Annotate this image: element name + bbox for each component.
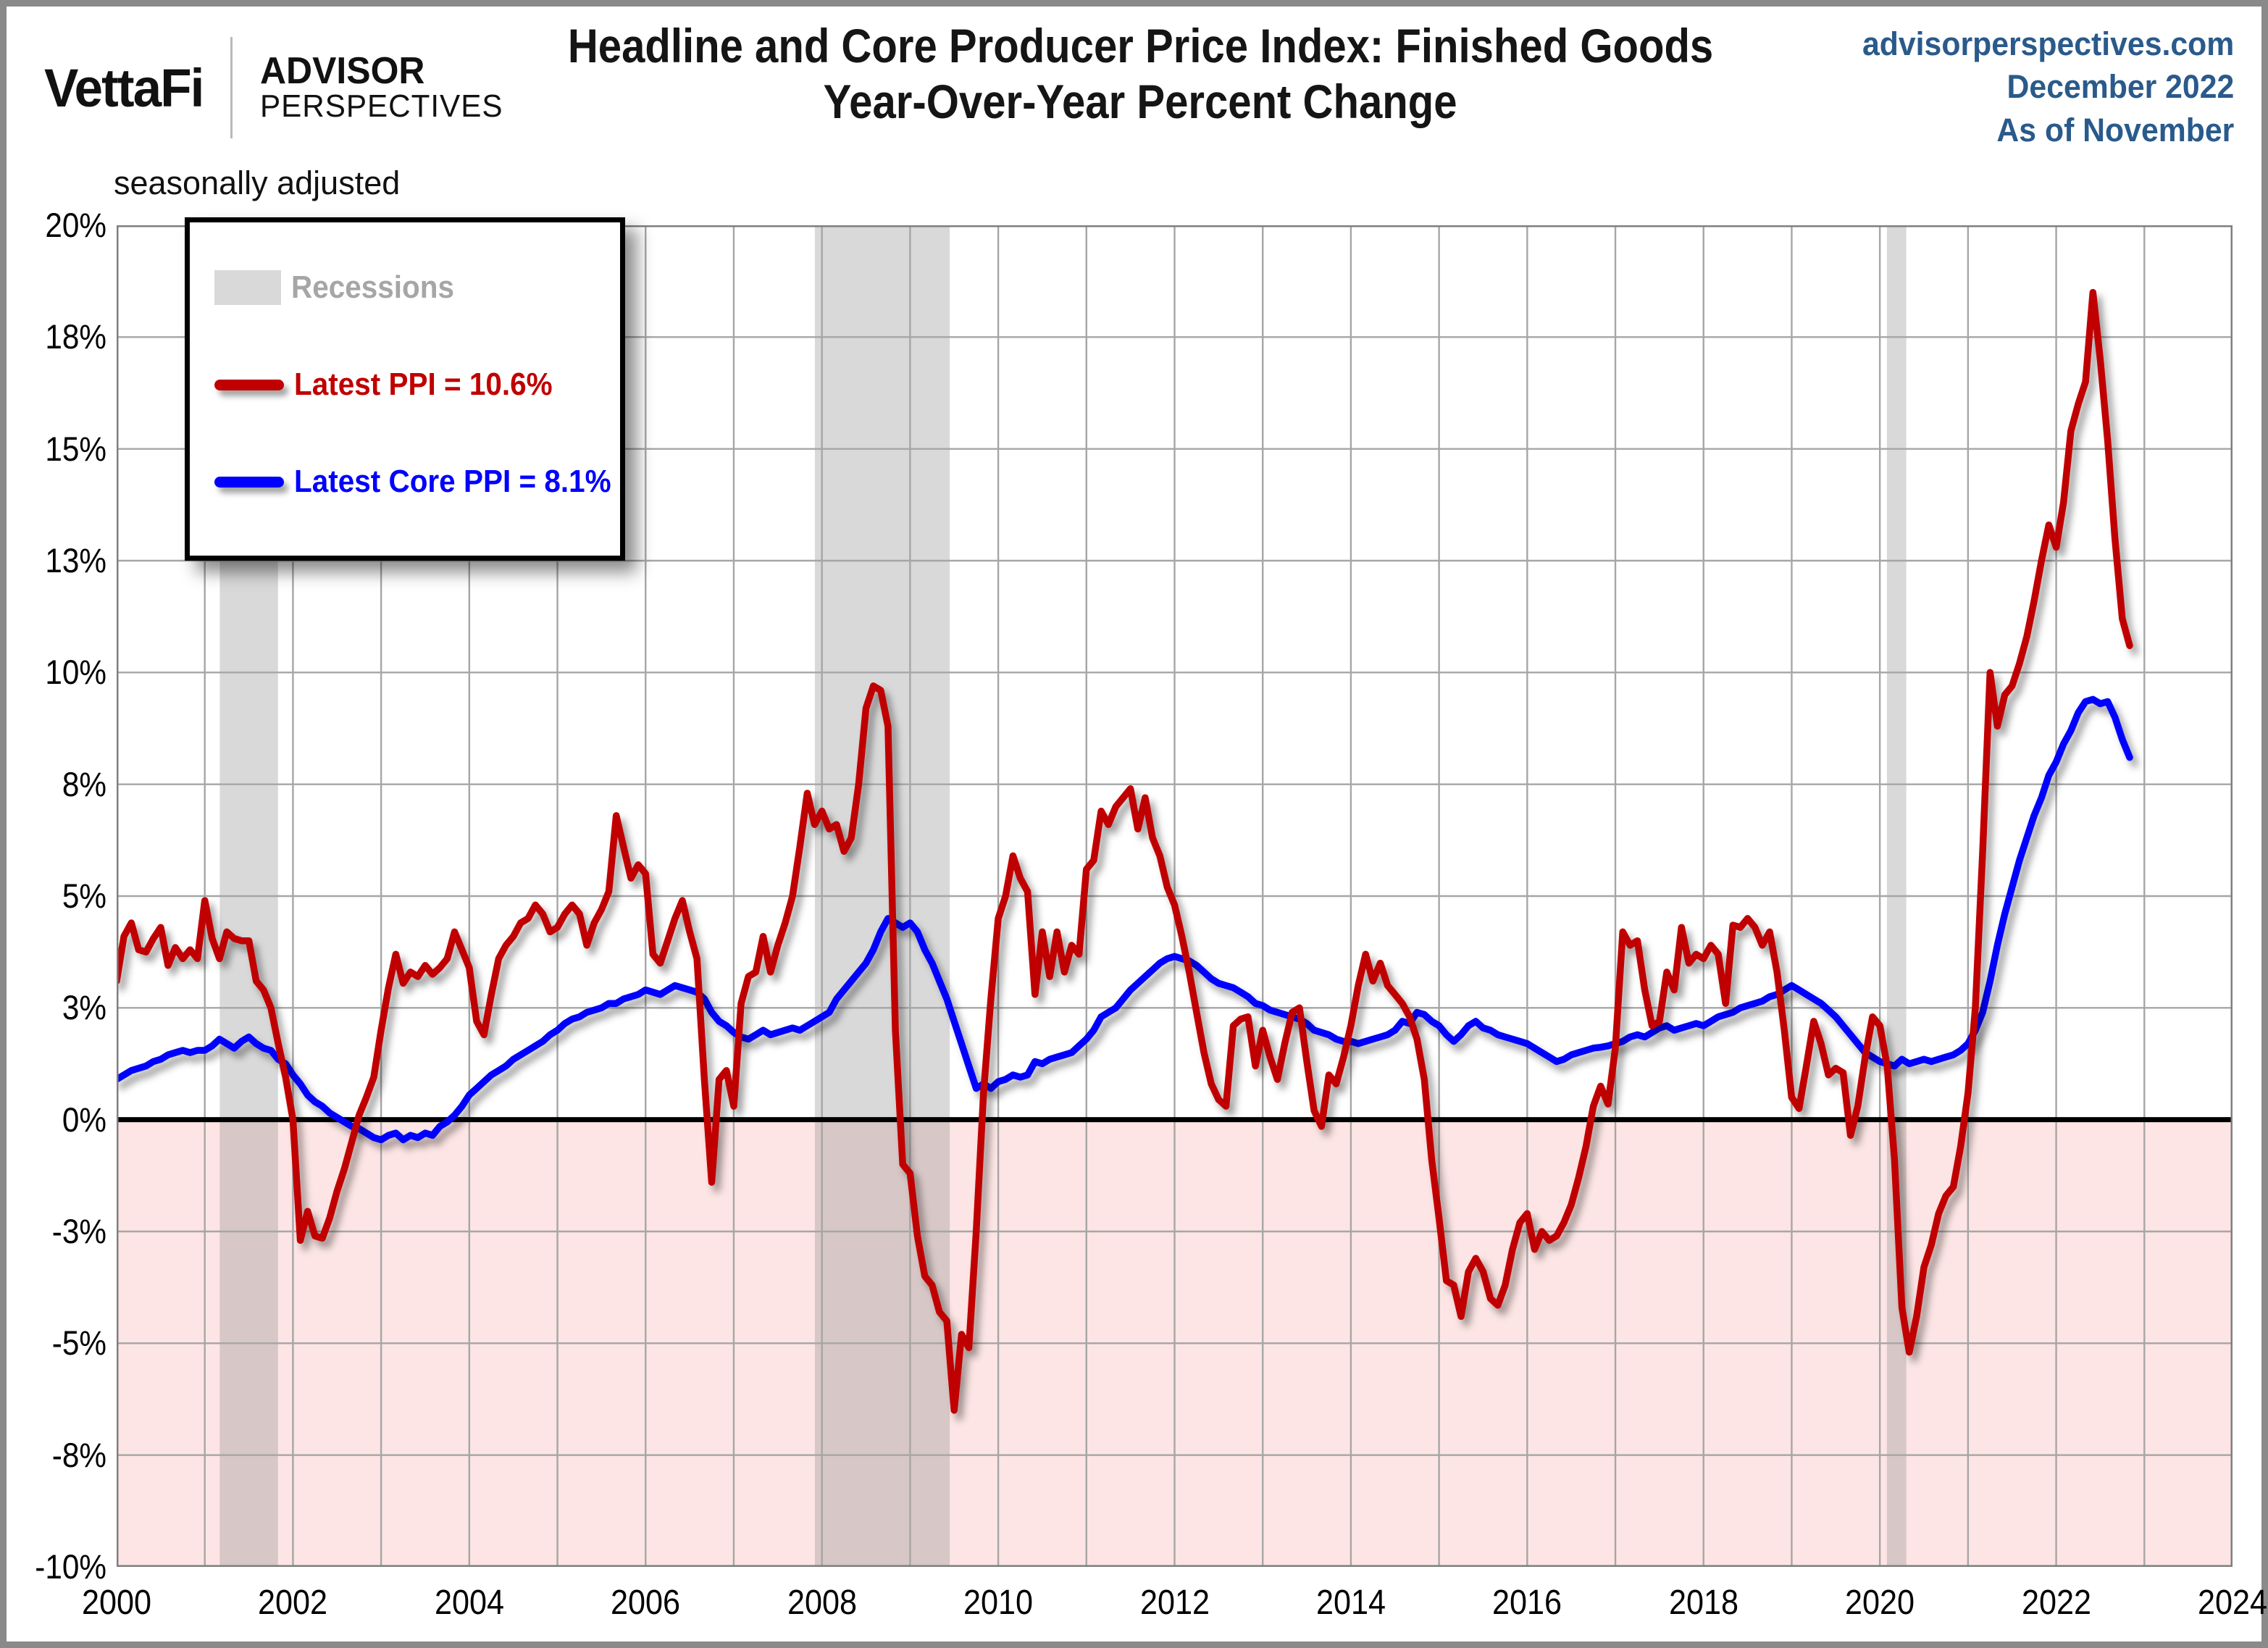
x-axis-label: 2008 [787, 1584, 857, 1622]
y-axis-label: 3% [62, 988, 106, 1027]
ppi-chart-plot-area [116, 225, 2233, 1568]
x-axis-label: 2012 [1139, 1584, 1210, 1622]
ppi-label: Latest PPI = 10.6% [294, 367, 553, 402]
title-line-2: Year-Over-Year Percent Change [824, 74, 1457, 128]
source-asof: As of November [1996, 111, 2234, 149]
y-axis-label: -10% [35, 1547, 106, 1586]
x-axis-label: 2020 [1845, 1584, 1915, 1622]
title-line-1: Headline and Core Producer Price Index: … [567, 19, 1714, 72]
y-axis-label: 5% [62, 877, 106, 915]
y-axis-label: 13% [45, 541, 106, 580]
core-ppi-line-swatch [214, 476, 284, 488]
legend-row-recessions: Recessions [214, 256, 620, 319]
y-axis-label: 10% [45, 653, 106, 692]
core-ppi-label: Latest Core PPI = 8.1% [294, 464, 611, 499]
core-ppi-line [117, 695, 2133, 1144]
logo-divider [230, 37, 233, 138]
y-axis-label: -8% [51, 1435, 106, 1474]
perspectives-text: PERSPECTIVES [259, 88, 503, 125]
recessions-label: Recessions [291, 269, 455, 305]
y-axis-label: -3% [51, 1212, 106, 1250]
x-axis-label: 2014 [1315, 1584, 1386, 1622]
x-axis-label: 2022 [2021, 1584, 2091, 1622]
x-axis-label: 2010 [963, 1584, 1034, 1622]
x-axis-label: 2004 [434, 1584, 504, 1622]
ppi-line-swatch [214, 379, 284, 390]
x-axis-label: 2000 [81, 1584, 152, 1622]
seasonally-adjusted-note: seasonally adjusted [114, 164, 401, 201]
vettafi-advisor-logo: VettaFi ADVISOR PERSPECTIVES [44, 37, 513, 138]
y-axis-label: 0% [62, 1100, 106, 1139]
vettafi-wordmark: VettaFi [44, 57, 204, 118]
y-axis-label: 8% [62, 764, 106, 803]
source-date: December 2022 [2007, 68, 2234, 106]
x-axis-label: 2016 [1492, 1584, 1562, 1622]
y-axis-label: 18% [45, 317, 106, 356]
recession-swatch [214, 270, 281, 305]
y-axis-label: 15% [45, 429, 106, 468]
x-axis-label: 2024 [2197, 1584, 2268, 1622]
plot-border [116, 225, 2233, 1568]
chart-title: Headline and Core Producer Price Index: … [7, 18, 2268, 129]
y-axis-label: -5% [51, 1323, 106, 1363]
legend: Recessions Latest PPI = 10.6% Latest Cor… [185, 217, 625, 561]
x-axis-label: 2002 [258, 1584, 328, 1622]
legend-row-ppi: Latest PPI = 10.6% [214, 353, 620, 417]
advisor-perspectives-wordmark: ADVISOR PERSPECTIVES [260, 52, 503, 123]
x-axis-label: 2006 [611, 1584, 681, 1622]
ppi-chart-svg [116, 225, 2233, 1568]
x-axis-label: 2018 [1668, 1584, 1738, 1622]
legend-row-core-ppi: Latest Core PPI = 8.1% [214, 450, 620, 514]
ppi-line [117, 288, 2133, 1414]
y-axis-label: 20% [45, 206, 106, 244]
source-site: advisorperspectives.com [1862, 25, 2234, 62]
advisor-text: ADVISOR [259, 50, 425, 93]
source-block: advisorperspectives.com December 2022 As… [1843, 22, 2234, 151]
